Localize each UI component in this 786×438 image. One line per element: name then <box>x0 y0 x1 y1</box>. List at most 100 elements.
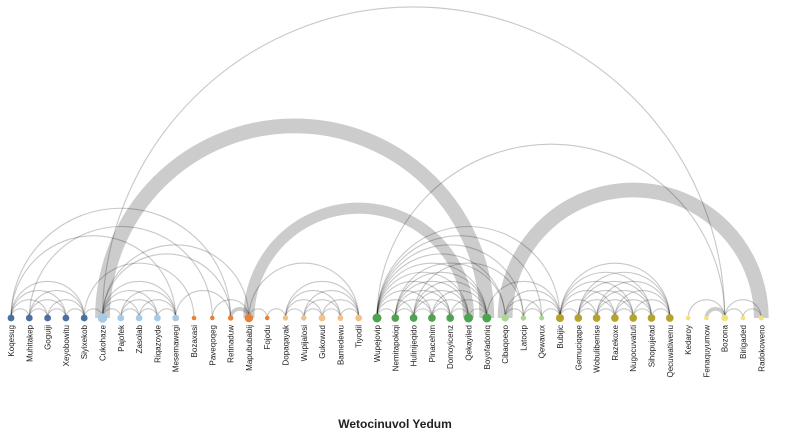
node-label-Muhitakep: Muhitakep <box>25 324 34 361</box>
link-arc-Latocip-Bubijic <box>522 299 561 319</box>
node-Wupejovip <box>372 313 382 323</box>
node-label-Qecuwatiwenu: Qecuwatiwenu <box>666 325 675 377</box>
node-label-Birigaded: Birigaded <box>739 325 748 359</box>
link-arc-Muhitakep-Xeyobowitu <box>28 299 67 319</box>
link-arc-Dopaqayak-Bamedewu <box>284 290 341 319</box>
link-arc-Bozona-Radokoweno <box>724 299 762 319</box>
link-arc-Pinacehim-Boyofadoniq <box>431 290 488 319</box>
node-Domoyicenz <box>446 314 455 322</box>
link-arc-Cibaqoeqo-Radokoweno <box>497 182 769 319</box>
link-arc-Mapububabij-Tiyodil <box>248 262 360 319</box>
node-Birigaded <box>740 315 746 321</box>
node-Bamedewu <box>337 315 344 321</box>
link-arc-Nemitapokiqi-Pinacehim <box>394 299 433 319</box>
node-label-Kedaroy: Kedaroy <box>684 325 693 355</box>
node-Paveqoqeg <box>210 315 215 321</box>
labels-layer: Koqesug Muhitakep Goguiji Xeyobowitu Siyixek… <box>7 324 766 377</box>
link-arc-Nugocuvatuti-Qecuwatiwenu <box>632 299 671 319</box>
node-label-Mapububabij: Mapububabij <box>245 325 254 371</box>
node-label-Nemitapokiqi: Nemitapokiqi <box>391 325 400 371</box>
node-label-Wupejovip: Wupejovip <box>373 324 382 362</box>
node-Bubijic <box>555 313 565 323</box>
node-label-Fenaquyumow: Fenaquyumow <box>702 325 711 378</box>
link-arc-Siyixekob-Bozaxasi <box>83 262 195 319</box>
link-arc-Cukohaze-Boyofadoniq <box>95 118 495 319</box>
node-label-Nugocuvatuti: Nugocuvatuti <box>629 325 638 372</box>
link-arc-Cukohaze-Retinaduw <box>101 253 232 319</box>
link-arc-Gemuciqape-Razekoxe <box>577 299 616 319</box>
link-arc-Cukohaze-Riqazoyde <box>101 290 158 319</box>
link-arc-Koqesug-Mesemawegi <box>10 235 177 319</box>
link-arc-Dopaqayak-Gukowud <box>284 299 323 319</box>
node-label-Cibaqoeqo: Cibaqoeqo <box>501 324 510 363</box>
link-arc-Gemuciqape-Qecuwatiwenu <box>577 271 671 319</box>
link-arc-Cukohaze-Zasolab <box>101 299 140 319</box>
node-Qewavux <box>539 315 545 321</box>
node-Razekoxe <box>611 314 619 322</box>
node-label-Boyofadoniq: Boyofadoniq <box>483 325 492 369</box>
node-label-Mesemawegi: Mesemawegi <box>172 325 181 372</box>
link-arc-Dopaqayak-Tiyodil <box>284 280 360 319</box>
node-Qekayiled <box>464 313 473 323</box>
link-arc-Nemitapokiqi-Boyofadoniq <box>394 271 488 319</box>
node-Cibaqoeqo <box>501 314 509 322</box>
node-Fojodu <box>264 315 270 321</box>
link-arc-Koqesug-Xeyobowitu <box>10 290 67 319</box>
link-arc-Bubijic-Razekoxe <box>559 290 616 319</box>
node-label-Latocip: Latocip <box>519 324 528 350</box>
node-Pinacehim <box>428 314 436 322</box>
link-arc-Wupijalosi-Bamedewu <box>303 299 341 319</box>
link-arc-Pajofek-Riqazoyde <box>120 299 158 319</box>
link-arc-Wupejovip-Latocip <box>376 244 524 319</box>
link-arc-Gukowud-Tiyodil <box>321 299 360 319</box>
nodes-layer <box>7 313 764 323</box>
node-Koqesug <box>7 314 15 322</box>
link-arc-Hulinijeqido-Latocip <box>413 262 524 319</box>
node-label-Bamedewu: Bamedewu <box>336 325 345 365</box>
link-arc-Dopaqayak-Wupijalosi <box>284 308 305 319</box>
link-arc-Wupejovip-Domoyicenz <box>376 280 451 319</box>
node-label-Xeyobowitu: Xeyobowitu <box>62 325 71 366</box>
node-Goguiji <box>44 314 51 322</box>
node-label-Bozona: Bozona <box>721 324 730 352</box>
link-arc-Razekoxe-Qecuwatiwenu <box>614 290 671 319</box>
node-label-Hulinijeqido: Hulinijeqido <box>410 324 419 366</box>
node-label-Fojodu: Fojodu <box>263 325 272 349</box>
node-label-Bubijic: Bubijic <box>556 325 565 349</box>
link-arc-Wobulibenise-Nugocuvatuti <box>596 299 634 319</box>
node-Retinaduw <box>227 315 234 321</box>
node-label-Gemuciqape: Gemuciqape <box>574 324 583 370</box>
node-label-Tiyodil: Tiyodil <box>355 325 364 348</box>
node-Tiyodil <box>355 314 363 322</box>
node-Bozona <box>721 314 729 322</box>
link-arc-Pinacehim-Qekayiled <box>431 299 470 319</box>
node-Xeyobowitu <box>62 314 70 322</box>
node-Muhitakep <box>25 314 33 322</box>
node-label-Retinaduw: Retinaduw <box>227 325 236 363</box>
node-Sihopujetad <box>647 314 656 322</box>
link-arc-Cukohaze-Mapububabij <box>101 244 250 319</box>
link-arc-Wobulibenise-Sihopujetad <box>596 290 653 319</box>
links-layer <box>10 6 769 319</box>
node-Siyixekob <box>80 314 88 322</box>
node-label-Koqesug: Koqesug <box>7 325 16 357</box>
node-label-Sihopujetad: Sihopujetad <box>648 325 657 367</box>
node-label-Domoyicenz: Domoyicenz <box>446 325 455 369</box>
node-label-Zasolab: Zasolab <box>135 324 144 353</box>
link-arc-Pajofek-Mesemawegi <box>120 290 177 319</box>
link-arc-Bubijic-Sihopujetad <box>559 271 653 319</box>
link-arc-Koqesug-Siyixekob <box>10 280 85 319</box>
node-Kedaroy <box>685 315 691 321</box>
link-arc-Wobulibenise-Qecuwatiwenu <box>596 280 671 319</box>
node-label-Pinacehim: Pinacehim <box>428 325 437 363</box>
link-arc-Wupejovip-Bozona <box>376 143 726 319</box>
link-arc-Nemitapokiqi-Domoyicenz <box>394 290 451 319</box>
link-arc-Cukohaze-Bozona <box>101 6 726 319</box>
link-arc-Cibaqoeqo-Qewavux <box>504 299 543 319</box>
node-Nemitapokiqi <box>391 314 400 322</box>
node-Fenaquyumow <box>704 315 709 321</box>
node-label-Riqazoyde: Riqazoyde <box>153 324 162 362</box>
link-arc-Zasolab-Mesemawegi <box>138 299 177 319</box>
node-label-Goguiji: Goguiji <box>44 325 53 350</box>
link-arc-Razekoxe-Sihopujetad <box>614 299 653 319</box>
